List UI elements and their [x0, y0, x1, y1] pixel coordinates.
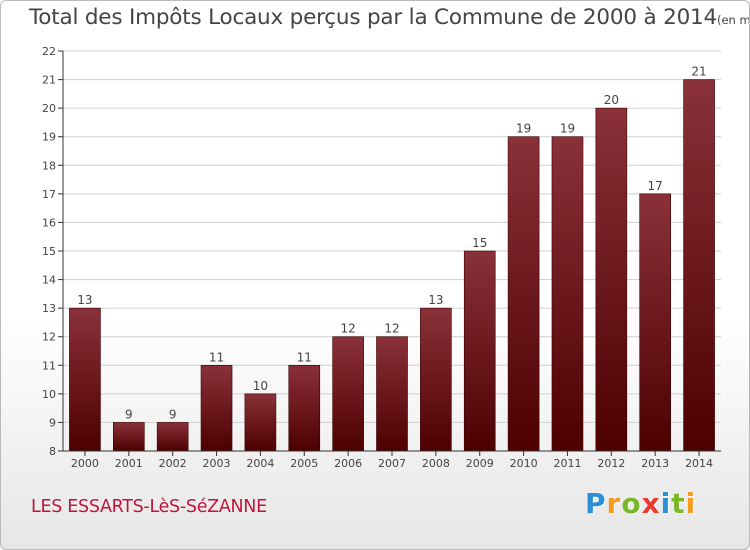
- bar-2001: [113, 422, 145, 452]
- data-label-2001: 9: [125, 407, 133, 421]
- bar-2013: [639, 193, 672, 452]
- x-tick-label-2007: 2007: [378, 457, 406, 470]
- x-tick-label-2005: 2005: [290, 457, 318, 470]
- bar-2012: [595, 107, 628, 452]
- y-tick-label: 14: [42, 274, 56, 287]
- y-tick-label: 10: [42, 388, 56, 401]
- bar-2003: [200, 364, 233, 452]
- y-tick-label: 16: [42, 216, 56, 229]
- bar-2011: [551, 136, 584, 452]
- logo-letter: o: [621, 487, 642, 520]
- data-label-2005: 11: [297, 350, 312, 364]
- data-label-2002: 9: [169, 407, 177, 421]
- bar-2004: [244, 393, 277, 452]
- data-label-2009: 15: [472, 236, 487, 250]
- logo-letter: x: [641, 487, 661, 520]
- x-tick-label-2000: 2000: [71, 457, 99, 470]
- y-tick-label: 15: [42, 245, 56, 258]
- x-tick-label-2009: 2009: [466, 457, 494, 470]
- y-tick-label: 12: [42, 331, 56, 344]
- bar-2007: [376, 336, 408, 452]
- data-label-2004: 10: [253, 379, 268, 393]
- x-tick-label-2002: 2002: [159, 457, 187, 470]
- y-tick-label: 9: [49, 416, 56, 429]
- x-tick-label-2011: 2011: [553, 457, 581, 470]
- proxiti-logo: Proxiti: [585, 487, 696, 520]
- data-label-2013: 17: [648, 179, 663, 193]
- bar-2006: [332, 336, 364, 452]
- data-label-2006: 12: [340, 322, 355, 336]
- logo-letter: r: [606, 487, 622, 520]
- bar-2002: [156, 422, 189, 452]
- data-label-2000: 13: [77, 293, 92, 307]
- x-tick-label-2014: 2014: [685, 457, 713, 470]
- y-tick-label: 20: [42, 102, 56, 115]
- y-tick-label: 19: [42, 131, 56, 144]
- x-tick-label-2010: 2010: [510, 457, 538, 470]
- y-tick-label: 11: [42, 359, 56, 372]
- x-tick-label-2006: 2006: [334, 457, 362, 470]
- chart-title: Total des Impôts Locaux perçus par la Co…: [29, 5, 750, 30]
- x-tick-label-2008: 2008: [422, 457, 450, 470]
- bars: [69, 79, 715, 452]
- y-tick-label: 8: [49, 445, 56, 458]
- logo-letter: P: [585, 487, 607, 520]
- y-tick-label: 13: [42, 302, 56, 315]
- data-labels: 13 9 9 11 10 11 12 12 13 15 19 19 20 17 21: [77, 65, 706, 422]
- chart-title-unit: (en milliers d'€): [717, 13, 750, 27]
- x-tick-label-2003: 2003: [203, 457, 231, 470]
- logo-letter: i: [685, 487, 697, 520]
- y-tick-label: 17: [42, 188, 56, 201]
- data-label-2010: 19: [516, 122, 531, 136]
- bar-2008: [420, 307, 452, 452]
- x-tick-label-2001: 2001: [115, 457, 143, 470]
- data-label-2012: 20: [604, 93, 619, 107]
- logo-letter: t: [671, 487, 686, 520]
- bar-2000: [69, 307, 101, 452]
- y-tick-label: 18: [42, 159, 56, 172]
- y-tick-label: 21: [42, 74, 56, 87]
- y-tick-label: 22: [42, 45, 56, 58]
- data-label-2007: 12: [384, 322, 399, 336]
- data-label-2003: 11: [209, 350, 224, 364]
- commune-name: LES ESSARTS-LèS-SéZANNE: [31, 497, 267, 517]
- bar-2010: [507, 136, 540, 452]
- x-tick-label-2013: 2013: [641, 457, 669, 470]
- bar-2014: [683, 79, 715, 452]
- x-tick-label-2004: 2004: [246, 457, 274, 470]
- x-tick-label-2012: 2012: [597, 457, 625, 470]
- bar-2005: [288, 364, 321, 452]
- data-label-2008: 13: [428, 293, 443, 307]
- logo-letter: i: [660, 487, 672, 520]
- data-label-2011: 19: [560, 122, 575, 136]
- data-label-2014: 21: [691, 65, 706, 79]
- axes: 8 9 10 11 12 13 14 15 16 17 18 19 20 21 22 2000 2001 2002…: [42, 45, 721, 470]
- chart-title-main: Total des Impôts Locaux perçus par la Co…: [29, 5, 717, 30]
- bar-2009: [463, 250, 496, 452]
